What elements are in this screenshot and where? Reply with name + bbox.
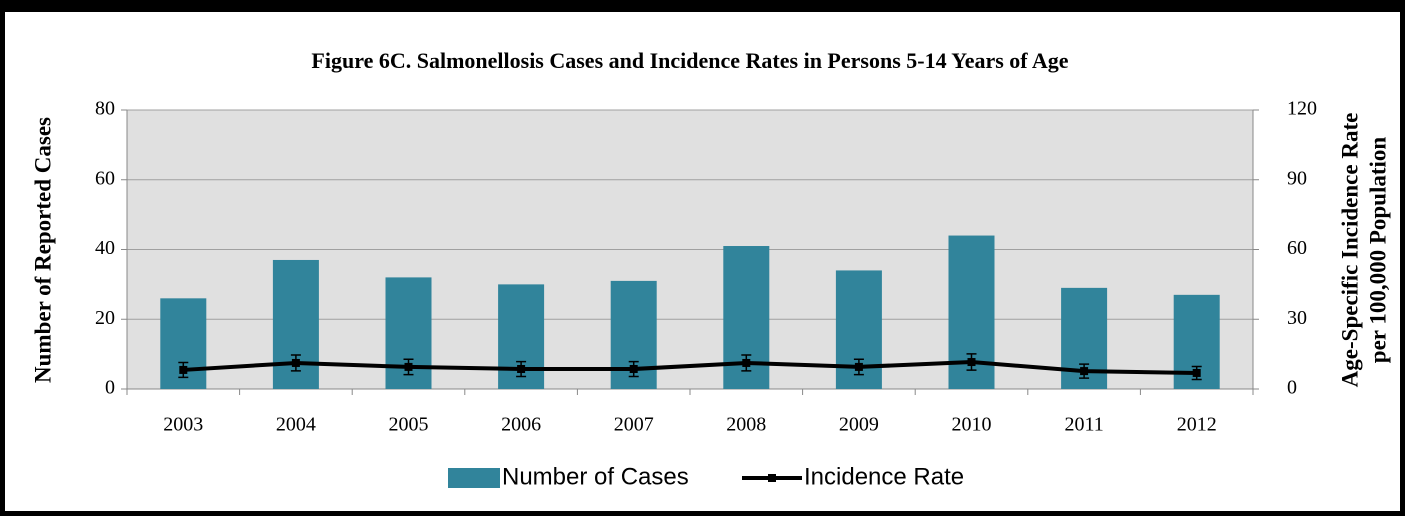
y2-tick-label: 30 [1287,307,1307,329]
x-tick-label: 2004 [276,414,316,436]
legend-swatch [448,468,500,488]
y-tick-label: 80 [95,98,115,120]
marker [404,362,413,371]
marker [742,358,751,367]
y-tick-label: 60 [95,167,115,189]
legend-label: Incidence Rate [804,463,964,490]
x-tick-label: 2006 [501,414,541,436]
marker [291,358,300,367]
legend-marker [768,474,776,482]
marker [854,362,863,371]
y2-axis-label: per 100,000 Population [1365,137,1390,364]
chart-title: Figure 6C. Salmonellosis Cases and Incid… [311,48,1068,73]
y-tick-label: 20 [95,307,115,329]
y2-tick-label: 0 [1287,377,1297,399]
x-tick-label: 2012 [1177,414,1217,436]
line [183,360,1197,375]
y2-tick-label: 90 [1287,167,1307,189]
x-tick-label: 2009 [839,414,879,436]
x-tick-label: 2010 [952,414,992,436]
marker [179,365,188,374]
y2-axis-label: Age-Specific Incidence Rate [1337,113,1362,388]
y-tick-label: 0 [105,377,115,399]
y-tick-label: 40 [95,237,115,259]
x-tick-label: 2008 [726,414,766,436]
y-axis-label: Number of Reported Cases [30,117,55,383]
x-tick-label: 2011 [1064,414,1103,436]
legend-label: Number of Cases [502,463,689,490]
marker [1192,368,1201,377]
y2-tick-label: 120 [1287,98,1317,120]
x-tick-label: 2003 [163,414,203,436]
marker [517,365,526,374]
y2-tick-label: 60 [1287,237,1307,259]
marker [629,365,638,374]
x-tick-label: 2007 [614,414,654,436]
x-tick-label: 2005 [389,414,429,436]
marker [967,358,976,367]
marker [1080,367,1089,376]
